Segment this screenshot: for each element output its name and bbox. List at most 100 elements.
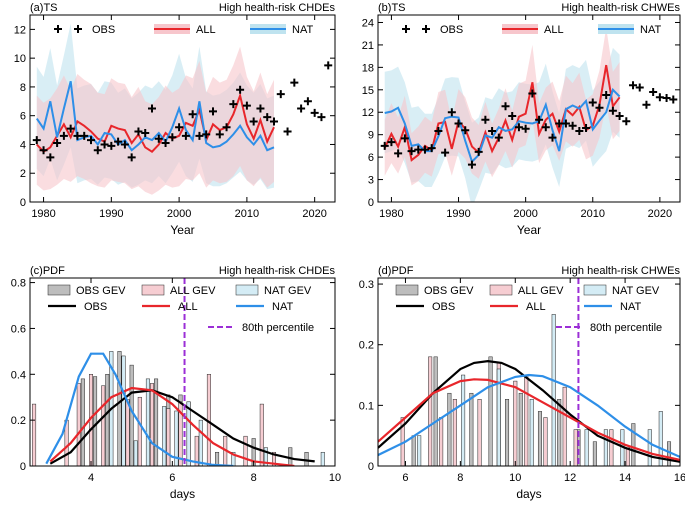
y-tick-label: 4 <box>20 139 26 151</box>
obs-point <box>93 146 102 155</box>
obs-point <box>270 117 278 126</box>
y-tick-label: 0.1 <box>359 400 374 412</box>
obs-point <box>222 123 231 132</box>
panel-label: (c)PDF <box>30 265 65 277</box>
x-axis-label: days <box>170 487 195 501</box>
legend-all-gev-swatch <box>489 284 513 296</box>
obs-point <box>276 90 285 99</box>
panel-c-chdes-pdf: (c)PDF High health-risk CHDEs 4 6 8 10 0 0.2 0.4… <box>11 265 341 501</box>
nat-gev-bar <box>162 406 167 466</box>
legend-nat-gev-label: NAT GEV <box>612 285 660 297</box>
legend-obs-marker <box>54 25 82 33</box>
nat-gev-bar <box>417 435 422 466</box>
all-gev-bar <box>573 429 578 466</box>
x-tick-label: 16 <box>674 472 685 484</box>
obs-point <box>188 110 197 119</box>
obs-point <box>575 126 584 135</box>
obs-point <box>649 88 658 97</box>
y-tick-label: 0.3 <box>359 279 374 291</box>
obs-point <box>427 144 436 153</box>
obs-gev-bar <box>469 392 474 466</box>
all-gev-bar <box>439 417 444 466</box>
legend-all-gev-label: ALL GEV <box>518 285 564 297</box>
obs-point <box>154 134 163 143</box>
obs-point <box>181 131 190 140</box>
legend-nat-gev-swatch <box>583 284 607 296</box>
obs-gev-bar <box>105 374 110 466</box>
obs-point <box>521 124 530 133</box>
plot-frame <box>377 277 681 467</box>
obs-point <box>256 104 265 113</box>
panel-title: High health-risk CHDEs <box>219 2 336 14</box>
all-gev-bar <box>32 403 37 466</box>
x-tick-label: 6 <box>402 472 408 484</box>
obs-point <box>249 117 258 126</box>
all-gev-bar <box>428 356 433 466</box>
x-tick-label: 8 <box>251 472 257 484</box>
all-gev-bar <box>524 374 529 466</box>
obs-point <box>407 147 416 156</box>
obs-point <box>317 113 326 122</box>
obs-point <box>467 160 476 169</box>
y-tick-label: 6 <box>368 152 374 164</box>
nat-gev-bar <box>174 410 179 466</box>
all-gev-bar <box>166 408 171 466</box>
legend-obs-label: OBS <box>92 24 115 36</box>
obs-point <box>447 108 456 117</box>
obs-point <box>263 113 272 122</box>
obs-point <box>303 97 312 106</box>
obs-point <box>168 133 177 142</box>
panel-b-chwes-timeseries: (b)TS High health-risk CHWEs 1980 1990 2000 2… <box>362 2 681 237</box>
panel-title: High health-risk CHDEs <box>219 265 336 277</box>
y-tick-label: 0.2 <box>359 340 374 352</box>
panel-label: (d)PDF <box>378 265 414 277</box>
y-tick-label: 0 <box>368 197 374 209</box>
obs-point <box>387 138 396 147</box>
obs-point <box>59 131 68 140</box>
y-tick-label: 0.6 <box>11 323 26 335</box>
obs-point <box>662 94 671 103</box>
legend-nat-label: NAT <box>640 24 661 36</box>
obs-point <box>528 89 537 98</box>
nat-gev-bar <box>584 429 589 466</box>
legend-nat-label: NAT <box>272 301 293 313</box>
legend-all-gev-swatch <box>141 284 165 296</box>
obs-gev-bar <box>537 411 542 466</box>
obs-point <box>588 98 597 107</box>
obs-point <box>80 131 89 140</box>
obs-point <box>481 115 490 124</box>
obs-point <box>441 148 450 157</box>
x-tick-label: 1980 <box>31 208 55 220</box>
all-gev-bar <box>562 386 567 466</box>
y-tick-label: 0 <box>20 461 26 473</box>
y-tick-label: 21 <box>362 40 374 52</box>
obs-gev-bar <box>215 451 220 466</box>
x-tick-label: 2020 <box>302 208 326 220</box>
legend-obs-label: OBS <box>440 24 463 36</box>
all-gev-bar <box>477 399 482 466</box>
x-tick-label: 1990 <box>99 208 123 220</box>
nat-gev-curve <box>45 352 234 466</box>
obs-gev-bar <box>117 351 122 466</box>
obs-gev-bar <box>505 399 510 466</box>
all-gev-bar <box>137 396 142 466</box>
obs-gev-bar <box>411 435 416 466</box>
obs-point <box>39 146 48 155</box>
nat-gev-bar <box>496 368 501 466</box>
obs-point <box>548 133 557 142</box>
x-tick-label: 1980 <box>379 208 403 220</box>
obs-point <box>655 93 664 102</box>
legend-all-label: ALL <box>544 24 564 36</box>
obs-point <box>297 104 306 113</box>
x-axis-label: Year <box>517 223 541 237</box>
obs-point <box>414 145 423 154</box>
plot-frame <box>377 14 681 203</box>
obs-gev-bar <box>592 441 597 466</box>
x-tick-label: 14 <box>619 472 631 484</box>
obs-point <box>229 100 238 109</box>
y-tick-label: 0.8 <box>11 278 26 290</box>
legend-nat-label: NAT <box>620 301 641 313</box>
obs-point <box>635 83 644 92</box>
obs-gev-curve <box>378 359 680 463</box>
y-tick-label: 10 <box>14 53 26 65</box>
